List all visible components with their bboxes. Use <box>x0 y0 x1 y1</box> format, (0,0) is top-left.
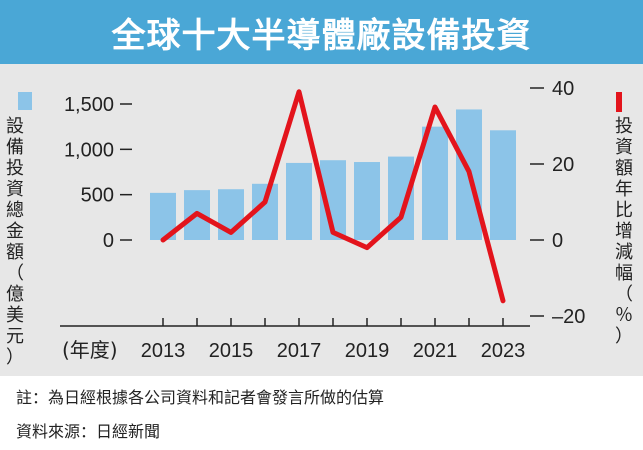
x-tick-label-2013: 2013 <box>141 340 186 362</box>
bar-2023 <box>490 130 516 240</box>
footnote: 註：為日經根據各公司資料和記者會發言所做的估算 <box>16 388 385 407</box>
left-axis-label: 設備投資總金額（億美元） <box>6 116 24 368</box>
bar-2017 <box>286 162 312 240</box>
legend-line-marker <box>616 92 622 112</box>
x-tick-label-2023: 2023 <box>481 340 526 362</box>
x-tick-label-2017: 2017 <box>277 340 322 362</box>
bar-2021 <box>422 126 448 240</box>
right-tick-label: 20 <box>552 154 574 176</box>
left-tick-label: 500 <box>81 185 114 207</box>
right-tick-label: 0 <box>552 230 563 252</box>
right-axis-label: 投資額年比增減幅（％） <box>615 116 633 347</box>
bar-2019 <box>354 162 380 240</box>
x-tick-label-2019: 2019 <box>345 340 390 362</box>
left-tick-label: 0 <box>103 230 114 252</box>
x-unit-label: (年度) <box>62 338 118 362</box>
legend-bar-marker <box>18 92 32 110</box>
x-tick-label-2015: 2015 <box>209 340 254 362</box>
right-tick-label: 40 <box>552 78 574 100</box>
source-note: 資料來源：日經新聞 <box>16 422 161 441</box>
title-bar: 全球十大半導體廠設備投資 <box>0 0 643 64</box>
left-tick-label: 1,000 <box>64 139 114 161</box>
right-tick-label: –20 <box>552 306 585 328</box>
footer: 註：為日經根據各公司資料和記者會發言所做的估算 資料來源：日經新聞 <box>0 376 643 450</box>
x-tick-label-2021: 2021 <box>413 340 458 362</box>
chart-title: 全球十大半導體廠設備投資 <box>111 16 532 56</box>
left-tick-label: 1,500 <box>64 94 114 116</box>
